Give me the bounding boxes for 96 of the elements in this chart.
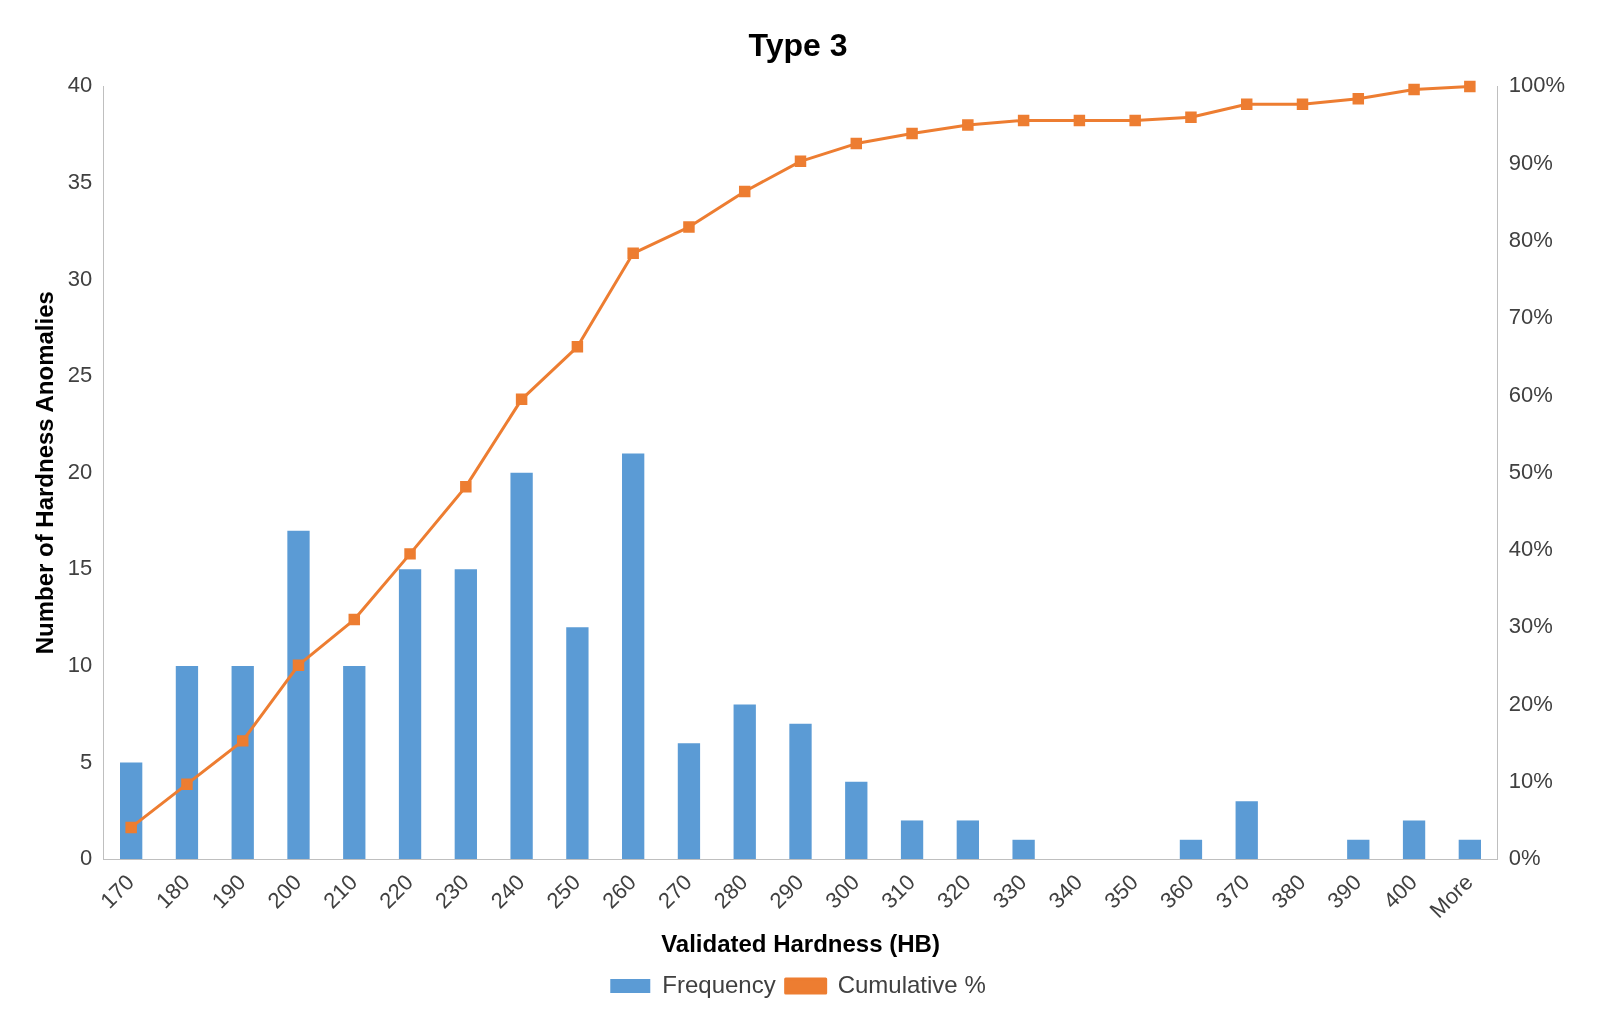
point — [1185, 111, 1197, 124]
bar — [231, 665, 254, 860]
chart-title: Type 3 — [748, 27, 848, 64]
bar — [120, 762, 143, 860]
point — [404, 548, 416, 560]
x-tick-label: 190 — [206, 869, 251, 914]
y-tick-label: 35 — [67, 169, 93, 195]
x-tick-label: 350 — [1099, 869, 1143, 914]
x-tick-label: 270 — [653, 869, 697, 914]
x-tick-label: 250 — [541, 869, 586, 914]
bar — [398, 569, 422, 860]
y2-tick-label: 90% — [1508, 149, 1553, 175]
legend-label: Cumulative % — [837, 970, 986, 998]
point — [794, 155, 807, 168]
y2-tick-label: 80% — [1508, 227, 1553, 252]
x-tick-label: 260 — [597, 869, 641, 914]
x-tick-label: 300 — [820, 869, 865, 914]
bar — [1458, 839, 1481, 860]
point — [460, 480, 472, 493]
y-tick-label: 20 — [67, 458, 93, 484]
x-tick-label: 340 — [1043, 869, 1088, 914]
x-tick-label: 380 — [1266, 869, 1311, 914]
bar — [677, 743, 701, 860]
bar — [1012, 839, 1035, 860]
y2-tick-label: 50% — [1508, 458, 1553, 484]
point — [348, 613, 361, 626]
x-tick-label: 360 — [1155, 869, 1199, 914]
bar — [733, 704, 756, 860]
x-tick-label: 310 — [876, 869, 920, 914]
point — [738, 185, 751, 198]
x-tick-label: 200 — [262, 869, 307, 914]
y-tick-label: 30 — [67, 265, 93, 291]
x-tick-label: 390 — [1322, 869, 1367, 914]
bar — [175, 665, 199, 860]
y2-tick-label: 70% — [1508, 304, 1553, 330]
x-tick-label: 170 — [95, 869, 139, 914]
bar — [1347, 839, 1370, 860]
x-tick-label: 290 — [764, 869, 809, 914]
legend-label: Frequency — [662, 970, 776, 998]
y2-tick-label: 40% — [1508, 536, 1553, 562]
x-tick-label: 320 — [932, 869, 976, 914]
y-tick-label: 10 — [67, 651, 93, 677]
y2-tick-label: 10% — [1508, 767, 1553, 793]
x-tick-label: 180 — [151, 869, 195, 914]
y2-tick-label: 100% — [1508, 72, 1566, 98]
point — [292, 659, 305, 671]
point — [1408, 83, 1420, 96]
point — [1129, 114, 1141, 127]
point — [1296, 98, 1309, 110]
point — [1073, 114, 1086, 127]
point — [906, 127, 918, 140]
point — [125, 821, 137, 834]
y-tick-label: 40 — [67, 72, 93, 98]
bar — [287, 530, 310, 860]
point — [1352, 93, 1365, 105]
y-tick-label: 25 — [67, 362, 93, 388]
x-tick-label: 400 — [1378, 869, 1422, 914]
x-tick-label: 220 — [374, 869, 418, 914]
point — [1464, 80, 1476, 93]
point — [1017, 114, 1030, 127]
x-tick-label: 240 — [485, 869, 530, 914]
point — [962, 119, 974, 131]
x-tick-label: 330 — [987, 869, 1032, 914]
bar — [622, 453, 645, 860]
y2-tick-label: 20% — [1508, 690, 1553, 716]
y-axis-title: Number of Hardness Anomalies — [31, 291, 59, 655]
bar — [454, 569, 477, 860]
point — [1240, 98, 1253, 110]
bar — [1179, 839, 1203, 860]
point — [627, 247, 639, 260]
x-tick-label: 280 — [708, 869, 753, 914]
y-tick-label: 5 — [80, 748, 93, 774]
y2-tick-label: 30% — [1508, 613, 1553, 639]
y-tick-label: 0 — [80, 845, 93, 871]
y2-tick-label: 60% — [1508, 381, 1553, 407]
x-tick-label: 370 — [1210, 869, 1255, 914]
point — [850, 137, 863, 150]
bar — [1402, 820, 1426, 860]
point — [515, 393, 528, 406]
point — [683, 221, 695, 233]
x-axis-title: Validated Hardness (HB) — [661, 930, 940, 958]
bar — [845, 781, 868, 860]
bar — [1235, 801, 1258, 860]
bar — [789, 723, 812, 860]
point — [236, 735, 249, 747]
bar — [900, 820, 924, 860]
point — [571, 341, 584, 353]
point — [181, 778, 193, 790]
x-tick-label: 210 — [318, 869, 363, 914]
y-tick-label: 15 — [67, 555, 93, 581]
bar — [956, 820, 979, 860]
bar — [343, 665, 366, 860]
y2-tick-label: 0% — [1508, 845, 1541, 871]
bar — [566, 627, 589, 860]
bar — [510, 472, 533, 860]
x-tick-label: 230 — [430, 869, 474, 914]
